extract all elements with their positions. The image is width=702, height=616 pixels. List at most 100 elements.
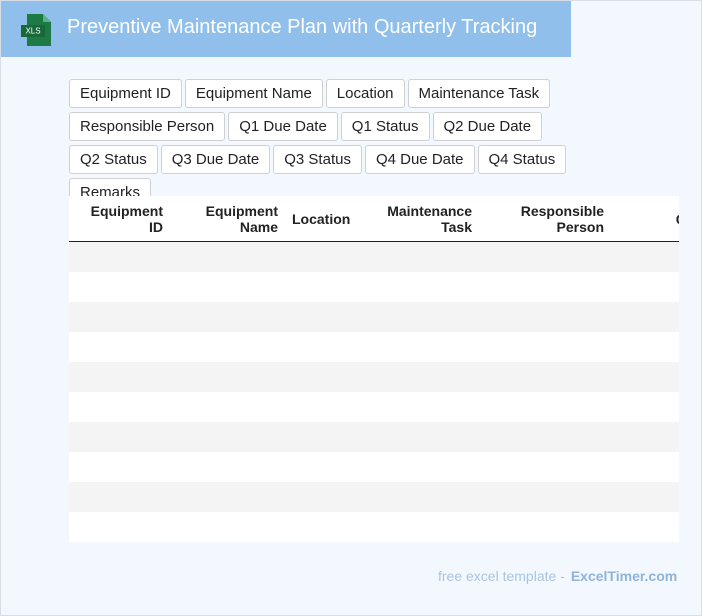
- table-cell: [288, 272, 360, 302]
- column-header: Location: [288, 196, 360, 242]
- column-chip[interactable]: Q3 Status: [273, 145, 362, 174]
- table-row: [69, 332, 679, 362]
- table-cell: [288, 482, 360, 512]
- column-header: Responsible Person: [482, 196, 614, 242]
- table-cell: [69, 332, 173, 362]
- xls-icon: XLS: [21, 14, 51, 46]
- table-container: Equipment ID Equipment Name Location Mainte…: [69, 196, 679, 542]
- column-chip[interactable]: Q2 Status: [69, 145, 158, 174]
- table-cell: [482, 392, 614, 422]
- table-cell: [360, 241, 482, 272]
- table-cell: [482, 512, 614, 542]
- data-table: Equipment ID Equipment Name Location Mainte…: [69, 196, 679, 542]
- table-cell: [288, 422, 360, 452]
- page-title: Preventive Maintenance Plan with Quarter…: [67, 16, 538, 38]
- column-chips: Equipment ID Equipment Name Location Mainte…: [69, 79, 629, 207]
- table-cell: [614, 272, 679, 302]
- table-cell: [69, 392, 173, 422]
- column-header: Q1 Due Date: [614, 196, 679, 242]
- table-cell: [173, 452, 288, 482]
- table-cell: [614, 392, 679, 422]
- table-row: [69, 302, 679, 332]
- table-cell: [360, 422, 482, 452]
- table-cell: [614, 422, 679, 452]
- column-chip[interactable]: Q1 Status: [340, 112, 430, 141]
- table-cell: [173, 392, 288, 422]
- table-cell: [360, 332, 482, 362]
- table-cell: [173, 302, 288, 332]
- table-cell: [482, 272, 614, 302]
- table-cell: [614, 482, 679, 512]
- table-cell: [482, 332, 614, 362]
- table-cell: [360, 392, 482, 422]
- table-row: [69, 482, 679, 512]
- table-cell: [360, 482, 482, 512]
- table-cell: [288, 241, 360, 272]
- table-cell: [360, 512, 482, 542]
- icon-label: XLS: [25, 27, 40, 36]
- table-row: [69, 362, 679, 392]
- table-cell: [360, 362, 482, 392]
- header-row: Equipment ID Equipment Name Location Mainte…: [69, 196, 679, 242]
- table-row: [69, 422, 679, 452]
- column-chip[interactable]: Q4 Status: [477, 145, 567, 174]
- table-cell: [288, 452, 360, 482]
- table-row: [69, 512, 679, 542]
- column-header: Equipment ID: [69, 196, 173, 242]
- table-cell: [69, 241, 173, 272]
- column-chip[interactable]: Q2 Due Date: [432, 112, 543, 141]
- table-cell: [614, 302, 679, 332]
- table-cell: [173, 241, 288, 272]
- table-cell: [69, 362, 173, 392]
- column-chip[interactable]: Maintenance Task: [407, 79, 551, 108]
- table-cell: [482, 422, 614, 452]
- table-cell: [69, 452, 173, 482]
- table-body: [69, 241, 679, 543]
- column-chip[interactable]: Location: [325, 79, 405, 108]
- table-cell: [288, 302, 360, 332]
- column-chip[interactable]: Equipment ID: [69, 79, 182, 108]
- table-row: [69, 392, 679, 422]
- table-cell: [614, 241, 679, 272]
- table-cell: [614, 332, 679, 362]
- table-cell: [69, 512, 173, 542]
- table-cell: [69, 422, 173, 452]
- table-cell: [173, 362, 288, 392]
- footer-text: free excel template -: [438, 568, 565, 584]
- table-cell: [69, 482, 173, 512]
- table-cell: [614, 362, 679, 392]
- table-cell: [288, 332, 360, 362]
- table-cell: [360, 452, 482, 482]
- column-chip[interactable]: Q1 Due Date: [228, 112, 338, 141]
- column-chip[interactable]: Q4 Due Date: [364, 145, 475, 174]
- table-row: [69, 272, 679, 302]
- column-header: Equipment Name: [173, 196, 288, 242]
- column-chip[interactable]: Q3 Due Date: [160, 145, 271, 174]
- table-cell: [614, 512, 679, 542]
- table-row: [69, 452, 679, 482]
- table-cell: [173, 272, 288, 302]
- table-cell: [482, 241, 614, 272]
- table-cell: [614, 452, 679, 482]
- table-cell: [288, 512, 360, 542]
- table-row: [69, 241, 679, 272]
- column-chip[interactable]: Responsible Person: [69, 112, 226, 141]
- header-bar: XLS Preventive Maintenance Plan with Qua…: [1, 1, 571, 57]
- footer-link[interactable]: ExcelTimer.com: [570, 568, 678, 584]
- table-cell: [173, 332, 288, 362]
- table-cell: [69, 302, 173, 332]
- table-cell: [482, 362, 614, 392]
- table-cell: [482, 302, 614, 332]
- footer: free excel template - ExcelTimer.com: [438, 568, 677, 584]
- table-cell: [482, 482, 614, 512]
- table-cell: [482, 452, 614, 482]
- table-cell: [288, 362, 360, 392]
- column-chip[interactable]: Equipment Name: [184, 79, 323, 108]
- table-cell: [69, 272, 173, 302]
- column-header: Maintenance Task: [360, 196, 482, 242]
- table-cell: [360, 272, 482, 302]
- table-cell: [173, 512, 288, 542]
- table-cell: [288, 392, 360, 422]
- table-cell: [173, 422, 288, 452]
